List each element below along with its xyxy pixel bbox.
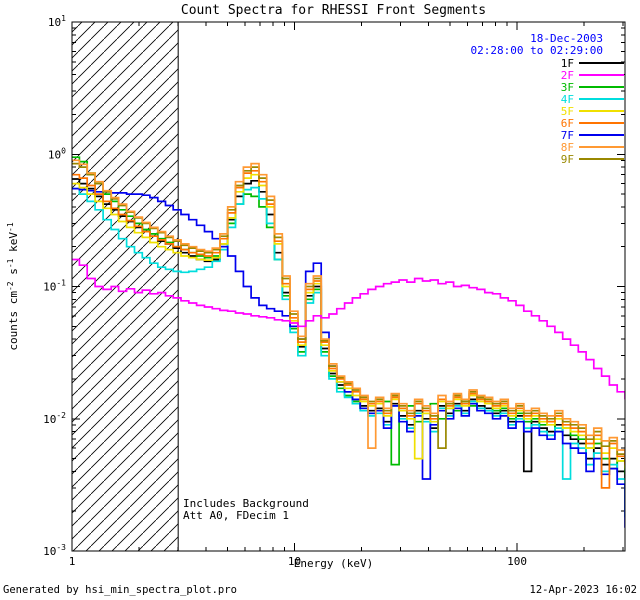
x-axis-label: Energy (keV) [293, 557, 374, 570]
x-tick-label: 100 [507, 555, 527, 568]
x-tick-label: 1 [69, 555, 76, 568]
legend-label-2F: 2F [561, 69, 574, 82]
plot-timestamp: 12-Apr-2023 16:02 [529, 584, 637, 596]
observation-date: 18-Dec-2003 [530, 32, 603, 45]
legend-label-3F: 3F [561, 81, 574, 94]
legend-label-1F: 1F [561, 57, 574, 70]
y-axis-label: counts cm-2 s-1 keV-1 [6, 222, 20, 350]
legend-label-7F: 7F [561, 129, 574, 142]
chart-title: Count Spectra for RHESSI Front Segments [180, 3, 487, 18]
hatched-low-energy-region [72, 22, 179, 551]
attenuator-note: Att A0, FDecim 1 [183, 509, 289, 522]
plot-border [71, 21, 626, 552]
series-line-8F [72, 159, 625, 459]
y-tick-label: 100 [48, 146, 66, 161]
generated-by-note: Generated by hsi_min_spectra_plot.pro [3, 584, 237, 596]
legend-label-5F: 5F [561, 105, 574, 118]
includes-background-note: Includes Background [183, 497, 309, 510]
series-line-7F [72, 187, 625, 528]
axis-tick-labels: 1 10 100 101 100 10-1 10-2 10-3 [43, 14, 527, 568]
legend-label-4F: 4F [561, 93, 574, 106]
x-tick-label: 10 [288, 555, 301, 568]
y-tick-label: 10-1 [43, 279, 66, 294]
y-tick-label: 10-2 [43, 411, 66, 426]
legend-label-8F: 8F [561, 141, 574, 154]
series-line-2F [72, 258, 625, 400]
y-tick-label: 101 [48, 14, 66, 29]
y-tick-label: 10-3 [43, 543, 66, 558]
legend-label-9F: 9F [561, 153, 574, 166]
observation-time-range: 02:28:00 to 02:29:00 [470, 44, 603, 57]
legend-label-6F: 6F [561, 117, 574, 130]
